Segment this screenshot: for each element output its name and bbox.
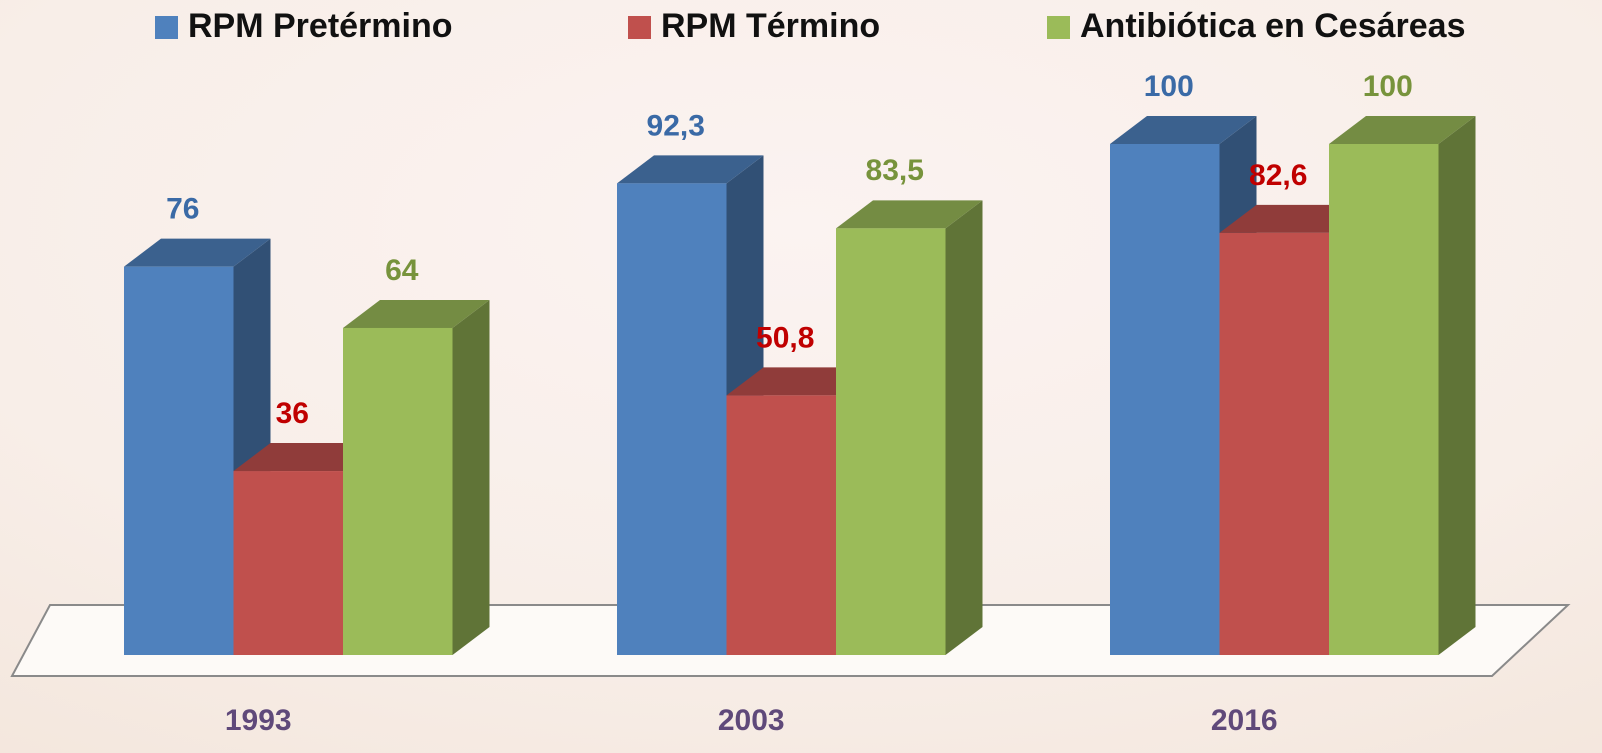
value-label: 100: [1363, 70, 1413, 103]
legend-swatch: [628, 16, 651, 39]
bar-top: [617, 155, 764, 184]
x-tick-label: 2016: [1211, 704, 1278, 737]
bar-front: [124, 266, 234, 655]
bar-front: [617, 183, 727, 656]
bar-front: [1110, 144, 1220, 655]
value-label: 76: [166, 193, 199, 226]
plot: RPM Pretérmino RPM Término Antibiótica en …: [124, 7, 1476, 737]
bar-front: [1219, 232, 1329, 655]
x-tick-label: 2003: [718, 704, 785, 737]
bar-top: [1329, 116, 1476, 144]
bar: [836, 200, 983, 655]
bar-front: [1329, 144, 1439, 655]
bar-top: [836, 200, 983, 229]
bar: [343, 299, 490, 655]
bar-front: [233, 471, 343, 655]
x-tick-label: 1993: [225, 704, 292, 737]
bar-front: [836, 228, 946, 655]
legend-swatch: [155, 16, 178, 39]
legend-text: RPM Pretérmino: [188, 7, 453, 45]
legend-text: Antibiótica en Cesáreas: [1080, 7, 1465, 45]
value-label: 83,5: [866, 154, 924, 187]
value-label: 50,8: [756, 321, 814, 354]
bar-top: [1110, 116, 1257, 144]
value-label: 36: [276, 397, 309, 430]
bar-side: [452, 299, 490, 655]
bar-front: [726, 395, 836, 655]
value-label: 92,3: [647, 109, 705, 142]
value-label: 82,6: [1249, 159, 1307, 192]
legend-swatch: [1047, 16, 1070, 39]
bar-front: [343, 327, 453, 655]
bar-side: [945, 200, 983, 655]
bar: [124, 238, 271, 655]
bar: [1329, 116, 1476, 655]
bar-top: [124, 238, 271, 267]
value-label: 100: [1144, 70, 1194, 103]
legend-text: RPM Término: [661, 7, 880, 45]
bar-top: [343, 299, 490, 328]
bar-side: [1438, 116, 1476, 655]
value-label: 64: [385, 254, 419, 287]
